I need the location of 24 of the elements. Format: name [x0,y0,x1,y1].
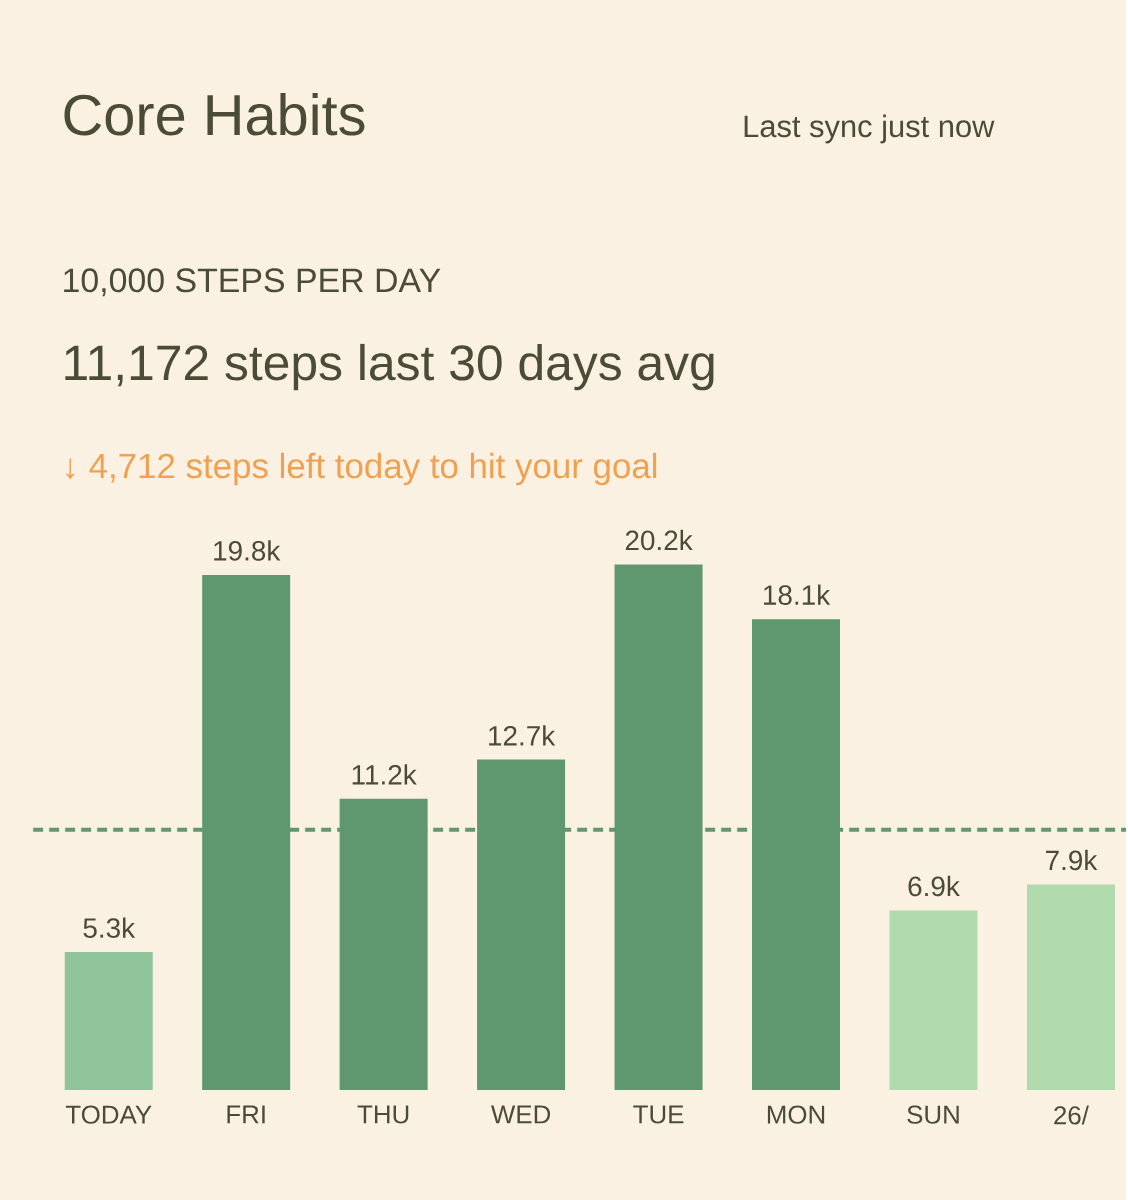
data-label: 18.1k [764,584,831,605]
data-label: 20.2k [625,529,693,551]
chart-subtitle: 10,000 STEPS PER DAY [64,268,441,297]
x-tick-label: 26/ [1054,1105,1089,1125]
x-tick-label: TUE [633,1105,684,1124]
bar [1026,884,1115,1090]
text: 11,172 steps last 30 days avg [65,343,714,391]
data-label: 5.3k [83,917,136,938]
data-label: 11.2k [352,764,417,785]
x-tick-label: MON [767,1105,825,1124]
x-tick-label: TODAY [65,1105,152,1124]
data-label: 6.9k [908,875,960,897]
x-tick-label: THU [357,1105,409,1124]
bar [64,952,153,1090]
x-tick-label: WED [491,1105,551,1124]
chart-title: Core Habits [64,93,365,136]
text: ↓ 4,712 steps left today to hit your goal [66,452,657,486]
data-label: 7.9k [1046,849,1098,871]
text: Last sync just now [744,114,995,144]
bar [889,910,978,1090]
x-tick-label: SUN [907,1105,959,1124]
data-label: 12.7k [489,725,556,746]
x-tick-label: FRI [227,1105,265,1124]
data-label: 19.8k [214,540,281,561]
